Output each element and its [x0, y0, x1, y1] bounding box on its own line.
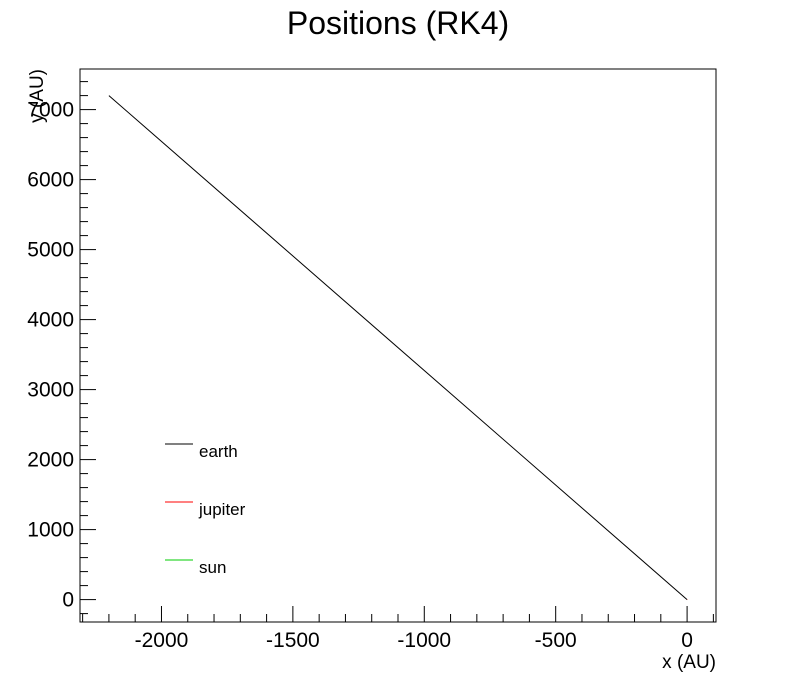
x-axis-title: x (AU): [662, 652, 716, 673]
y-tick-label: 0: [62, 589, 74, 612]
x-tick-label: 0: [681, 629, 693, 652]
x-tick-label: -2000: [135, 629, 189, 652]
legend-label-jupiter: jupiter: [198, 500, 246, 519]
y-tick-label: 7000: [27, 99, 74, 122]
series-line-earth: [108, 95, 688, 600]
legend-label-earth: earth: [199, 442, 238, 461]
x-axis: -2000 -1500 -1000 -500 0: [82, 606, 714, 652]
y-axis-title: y (AU): [27, 69, 48, 123]
x-tick-label: -1500: [266, 629, 320, 652]
series-lines: [108, 95, 688, 601]
plot-frame: [79, 68, 717, 623]
legend-label-sun: sun: [199, 558, 226, 577]
y-axis: 0 1000 2000 3000 4000 5000 6000 7000: [27, 81, 96, 615]
legend: earth jupiter sun: [165, 442, 246, 577]
y-tick-label: 1000: [27, 519, 74, 542]
y-tick-label: 3000: [27, 379, 74, 402]
y-tick-label: 4000: [27, 309, 74, 332]
y-tick-label: 6000: [27, 169, 74, 192]
y-tick-label: 5000: [27, 239, 74, 262]
chart-title: Positions (RK4): [287, 5, 509, 41]
x-tick-label: -1000: [397, 629, 451, 652]
y-tick-label: 2000: [27, 449, 74, 472]
x-tick-label: -500: [535, 629, 577, 652]
